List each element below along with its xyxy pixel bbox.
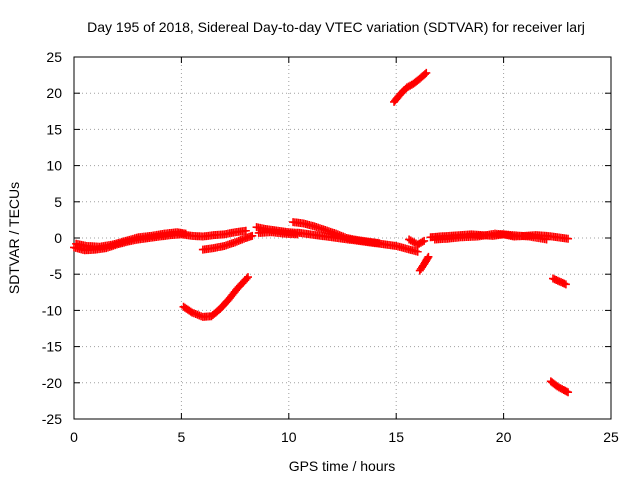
- y-tick-label: 0: [54, 230, 62, 246]
- data-point: [293, 230, 302, 239]
- x-tick-label: 0: [70, 429, 78, 445]
- tick-layer: 0 5 10 15 20 25 25 20 15 10 5 0 -5 -10 -15 -20 -25: [42, 49, 619, 445]
- data-point: [424, 252, 433, 261]
- data-series-arc-7: [254, 228, 302, 239]
- data-point: [420, 236, 429, 245]
- data-series-arc-12: [430, 229, 551, 244]
- y-tick-label: 5: [54, 194, 62, 210]
- chart-title: Day 195 of 2018, Sidereal Day-to-day VTE…: [87, 19, 585, 35]
- x-tick-label: 25: [603, 429, 619, 445]
- data-point: [242, 274, 251, 283]
- data-point: [413, 247, 422, 256]
- y-tick-label: 25: [46, 49, 62, 65]
- data-series-arc-2: [72, 228, 190, 251]
- data-series-arc-5: [252, 223, 422, 256]
- data-series-arc-6: [289, 218, 384, 248]
- x-tick-label: 15: [388, 429, 404, 445]
- data-point: [248, 231, 257, 240]
- y-tick-label: -20: [42, 375, 62, 391]
- data-point: [561, 280, 570, 289]
- data-series-arc-4: [179, 273, 252, 321]
- data-point: [375, 239, 384, 248]
- data-point: [243, 273, 252, 282]
- data-series-arc-9: [405, 235, 429, 249]
- data-series-arc-10: [415, 252, 433, 275]
- x-tick-label: 5: [178, 429, 186, 445]
- data-point: [418, 237, 427, 246]
- data-point: [542, 235, 551, 244]
- y-tick-label: -10: [42, 302, 62, 318]
- data-point: [420, 70, 429, 79]
- data-series-arc-3: [198, 231, 257, 254]
- data-series-arc-13: [549, 274, 570, 289]
- data-point: [241, 226, 250, 235]
- data-marks: [70, 68, 573, 397]
- data-series-arc-8: [390, 68, 431, 106]
- data-series-arc-14: [546, 377, 573, 397]
- y-tick-label: -5: [50, 266, 63, 282]
- data-point: [564, 388, 573, 397]
- y-axis-label: SDTVAR / TECUs: [6, 182, 22, 294]
- y-tick-label: 10: [46, 158, 62, 174]
- x-tick-label: 20: [496, 429, 512, 445]
- y-tick-label: 20: [46, 85, 62, 101]
- x-axis-label: GPS time / hours: [289, 458, 396, 474]
- data-point: [181, 229, 190, 238]
- y-tick-label: -15: [42, 339, 62, 355]
- x-tick-label: 10: [281, 429, 297, 445]
- y-tick-label: 15: [46, 121, 62, 137]
- data-point: [564, 234, 573, 243]
- y-tick-label: -25: [42, 411, 62, 427]
- data-point: [423, 254, 432, 263]
- data-point: [422, 68, 431, 77]
